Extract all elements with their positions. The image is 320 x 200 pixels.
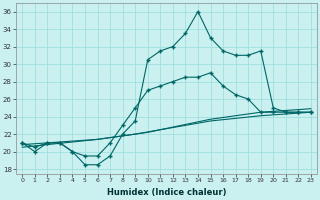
X-axis label: Humidex (Indice chaleur): Humidex (Indice chaleur)	[107, 188, 226, 197]
